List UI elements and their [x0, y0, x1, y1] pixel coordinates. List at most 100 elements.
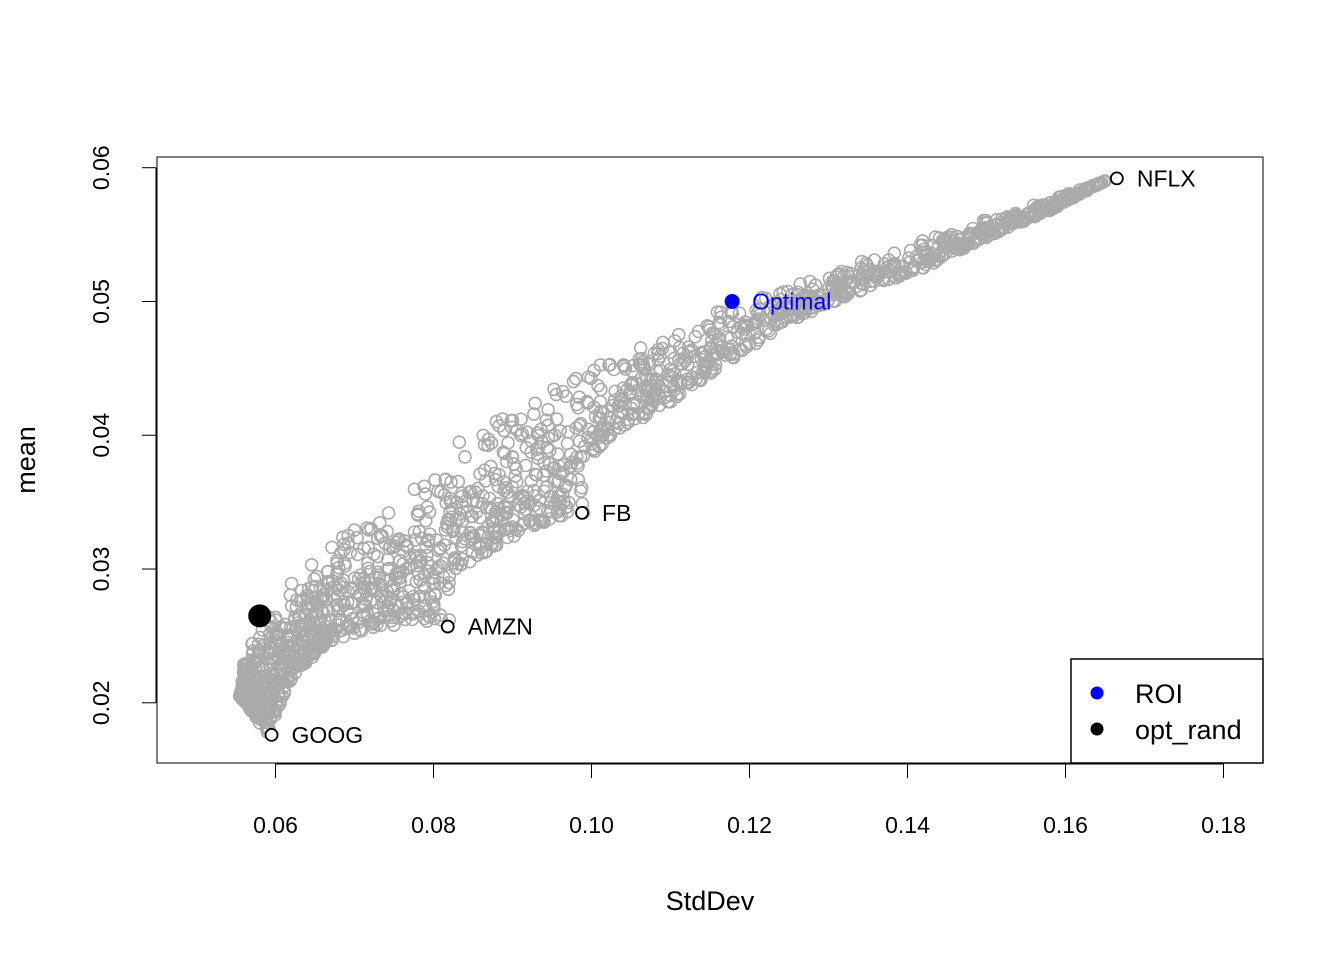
portfolio-point: [667, 351, 682, 366]
portfolio-point: [680, 375, 695, 389]
portfolio-point: [688, 329, 703, 344]
portfolio-point: [511, 523, 526, 538]
portfolio-point: [875, 271, 890, 286]
portfolio-point: [291, 616, 306, 630]
portfolio-point: [541, 430, 556, 445]
portfolio-point: [634, 351, 649, 366]
portfolio-point: [539, 480, 554, 495]
portfolio-point: [718, 348, 733, 363]
portfolio-point: [625, 375, 640, 390]
portfolio-point: [608, 384, 623, 399]
portfolio-point: [477, 463, 492, 478]
portfolio-point: [655, 341, 670, 356]
portfolio-point: [281, 635, 296, 650]
portfolio-point: [418, 487, 433, 501]
portfolio-point: [592, 430, 607, 445]
portfolio-point: [417, 479, 432, 494]
portfolio-point: [300, 591, 315, 605]
portfolio-point: [465, 545, 480, 559]
portfolio-point: [569, 421, 583, 435]
portfolio-point: [648, 382, 663, 397]
portfolio-point: [370, 531, 385, 546]
optimal-point: [724, 293, 740, 309]
asset-point-amzn: [440, 619, 455, 634]
portfolio-point: [564, 459, 578, 473]
portfolio-point: [421, 608, 435, 623]
portfolio-point: [373, 618, 388, 633]
portfolio-point: [488, 524, 502, 539]
portfolio-point: [345, 595, 359, 610]
portfolio-point: [791, 285, 805, 300]
portfolio-point: [553, 488, 567, 503]
portfolio-point: [451, 474, 466, 489]
portfolio-point: [360, 521, 374, 535]
portfolio-point: [867, 264, 881, 279]
portfolio-point: [1042, 203, 1057, 218]
portfolio-point: [306, 645, 320, 660]
special-points: Optimal: [248, 288, 831, 628]
portfolio-point: [427, 597, 441, 612]
portfolio-point: [764, 312, 779, 326]
portfolio-point: [559, 500, 573, 515]
portfolio-point: [796, 301, 811, 315]
portfolio-point: [437, 538, 452, 552]
portfolio-point: [774, 306, 789, 320]
portfolio-point: [489, 538, 504, 552]
portfolio-point: [790, 310, 804, 325]
portfolio-point: [310, 598, 325, 613]
portfolio-point: [381, 506, 396, 520]
portfolio-point: [303, 621, 318, 636]
portfolio-point: [750, 306, 765, 321]
portfolio-point: [497, 446, 512, 461]
portfolio-point: [267, 674, 281, 689]
asset-point-goog: [264, 728, 279, 742]
asset-label-nflx: NFLX: [1137, 165, 1196, 191]
portfolio-point: [381, 599, 395, 614]
portfolio-point: [358, 599, 373, 613]
portfolio-point: [473, 467, 487, 481]
x-tick-label: 0.08: [411, 812, 456, 838]
portfolio-point: [320, 628, 335, 642]
portfolio-point: [648, 378, 663, 393]
legend: ROI opt_rand: [1070, 658, 1264, 764]
portfolio-point: [563, 472, 578, 487]
asset-point-fb: [575, 505, 589, 520]
portfolio-point: [387, 618, 401, 633]
portfolio-point: [887, 256, 902, 271]
portfolio-point: [1011, 211, 1025, 225]
portfolio-point: [623, 377, 638, 392]
portfolio-point: [566, 374, 581, 389]
y-axis-title: mean: [11, 426, 41, 494]
portfolio-point: [956, 241, 971, 256]
portfolio-point: [350, 547, 365, 562]
portfolio-point: [256, 675, 271, 690]
portfolio-point: [542, 443, 557, 458]
portfolio-point: [570, 456, 584, 471]
portfolio-point: [372, 516, 387, 530]
legend-box: [1070, 658, 1264, 764]
portfolio-point: [445, 502, 460, 517]
portfolio-point: [808, 278, 823, 293]
portfolio-point: [258, 715, 273, 730]
portfolio-point: [499, 480, 514, 495]
portfolio-point: [451, 512, 466, 527]
portfolio-point: [238, 675, 253, 689]
portfolio-point: [577, 439, 592, 454]
portfolio-point: [528, 467, 543, 482]
optimal-label: Optimal: [752, 288, 831, 314]
portfolio-point: [571, 472, 586, 487]
portfolio-point: [723, 347, 738, 362]
portfolio-point: [261, 694, 276, 709]
portfolio-point: [421, 533, 436, 547]
portfolio-point: [517, 496, 532, 510]
portfolio-point: [803, 289, 817, 304]
portfolio-point: [395, 564, 410, 579]
portfolio-point: [694, 345, 709, 360]
portfolio-point: [730, 325, 745, 339]
portfolio-point: [584, 371, 598, 386]
portfolio-point: [412, 524, 427, 539]
portfolio-point: [455, 552, 470, 566]
portfolio-point: [705, 361, 719, 376]
portfolio-point: [467, 529, 481, 544]
